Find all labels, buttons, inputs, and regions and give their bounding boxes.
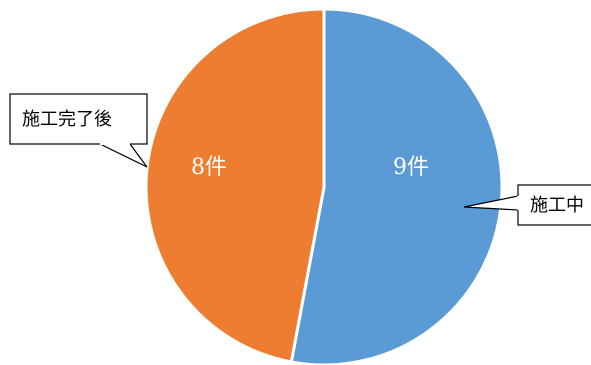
slice-callouts: 施工中 施工完了後 [9, 93, 591, 226]
pie-slices [144, 7, 504, 365]
pie-slice-2 [144, 7, 326, 364]
slice-value-label-2: 8件 [191, 155, 227, 180]
callout-1: 施工中 [463, 184, 591, 226]
callout-box-2 [9, 93, 148, 145]
callout-2: 施工完了後 [9, 93, 148, 168]
slice-value-labels: 9件 8件 [191, 155, 429, 180]
callout-pointer-1 [463, 195, 519, 211]
callout-pointer-2 [99, 143, 148, 168]
slice-value-label-1: 9件 [393, 155, 429, 180]
callout-box-1 [517, 184, 591, 226]
category-label-2: 施工完了後 [22, 109, 112, 130]
category-label-1: 施工中 [530, 195, 584, 216]
